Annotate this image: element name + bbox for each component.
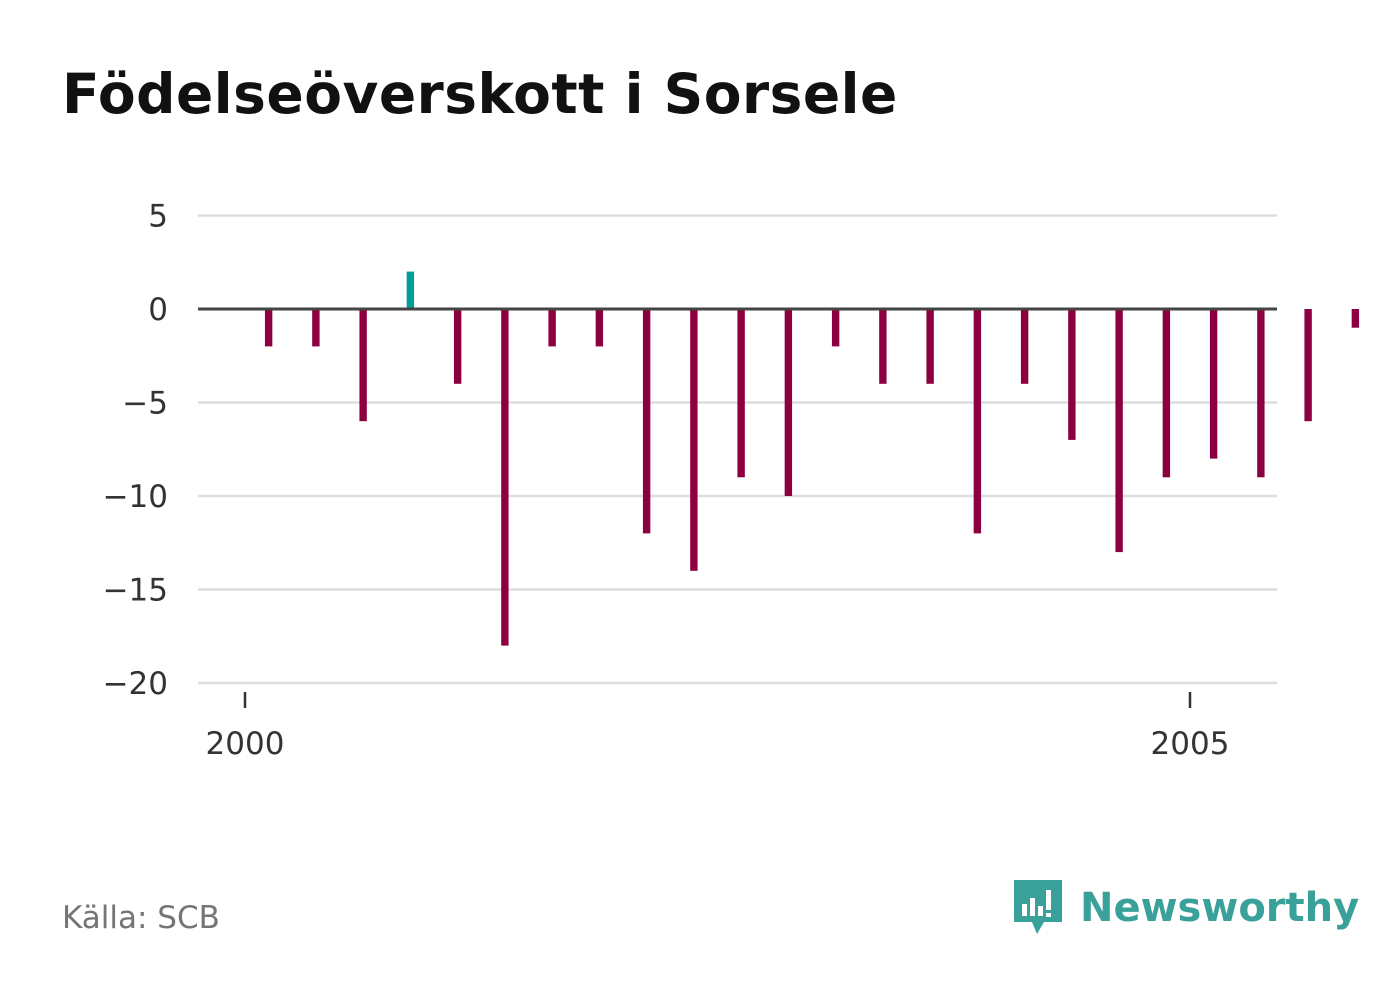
x-tick-label: 2000: [206, 726, 285, 762]
bar: [926, 309, 934, 384]
y-tick-label: −5: [122, 386, 168, 422]
bar: [973, 309, 982, 534]
brand-logo: Newsworthy: [1010, 876, 1359, 940]
newsworthy-logo-icon: [1014, 880, 1062, 934]
bars: [264, 271, 1360, 646]
bar: [1209, 309, 1218, 459]
x-axis: 200020052010201520202025: [206, 692, 1230, 762]
y-axis: 5 0 −5 −10 −15 −20: [103, 199, 168, 703]
bar: [453, 309, 462, 384]
bar: [312, 309, 320, 347]
y-tick-label: 0: [148, 292, 168, 328]
bar: [784, 309, 793, 496]
bar: [1162, 309, 1171, 478]
bar: [548, 309, 556, 347]
bar: [595, 309, 604, 347]
brand-name: Newsworthy: [1080, 885, 1360, 931]
bar: [359, 309, 367, 422]
bar: [1351, 309, 1360, 328]
bar: [1257, 309, 1265, 478]
bar: [879, 309, 887, 384]
bar: [642, 309, 651, 534]
y-tick-label: −20: [103, 666, 168, 702]
bar: [831, 309, 840, 347]
bar: [264, 309, 273, 347]
y-tick-label: −15: [103, 573, 168, 609]
bar: [1115, 309, 1123, 553]
y-tick-label: 5: [148, 199, 168, 235]
x-tick-label: 2005: [1151, 726, 1230, 762]
y-tick-label: −10: [103, 479, 168, 515]
source-note: Källa: SCB: [62, 900, 220, 936]
bar: [501, 309, 509, 646]
bar: [1020, 309, 1029, 384]
bar: [1304, 309, 1312, 422]
chart-title: Födelseöverskott i Sorsele: [62, 62, 898, 126]
bar: [406, 271, 415, 309]
bar: [737, 309, 745, 478]
bar: [1068, 309, 1076, 440]
bar: [690, 309, 698, 571]
